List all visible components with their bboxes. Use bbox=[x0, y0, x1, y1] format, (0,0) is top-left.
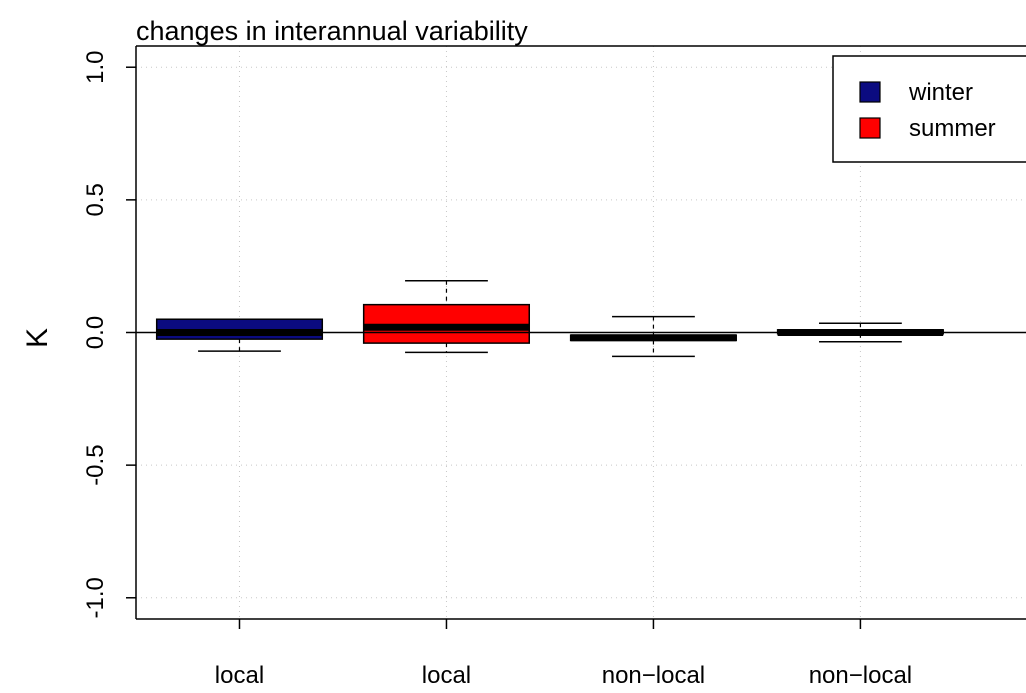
y-tick-label: -0.5 bbox=[82, 444, 109, 485]
y-tick-label: 0.5 bbox=[82, 183, 109, 216]
legend-box bbox=[832, 55, 1026, 163]
axes: 1.0 0.5 0.0 -0.5 -1.0 local local non−local non−… bbox=[82, 45, 1026, 689]
y-tick-label: 1.0 bbox=[82, 51, 109, 84]
y-tick-label: 0.0 bbox=[82, 316, 109, 349]
y-axis-label: K bbox=[21, 328, 54, 348]
x-tick-label: local bbox=[422, 662, 471, 689]
boxes bbox=[155, 280, 944, 358]
chart-title: changes in interannual variability bbox=[136, 16, 528, 46]
legend: winter summer bbox=[832, 55, 1026, 163]
x-tick-label: non−local bbox=[809, 662, 912, 689]
legend-label-summer: summer bbox=[909, 115, 996, 142]
x-tick-label: local bbox=[215, 662, 264, 689]
legend-swatch-winter bbox=[859, 81, 881, 103]
legend-label-winter: winter bbox=[908, 79, 973, 106]
x-tick-label: non−local bbox=[602, 662, 705, 689]
legend-swatch-summer bbox=[859, 117, 881, 139]
y-tick-label: -1.0 bbox=[82, 577, 109, 618]
